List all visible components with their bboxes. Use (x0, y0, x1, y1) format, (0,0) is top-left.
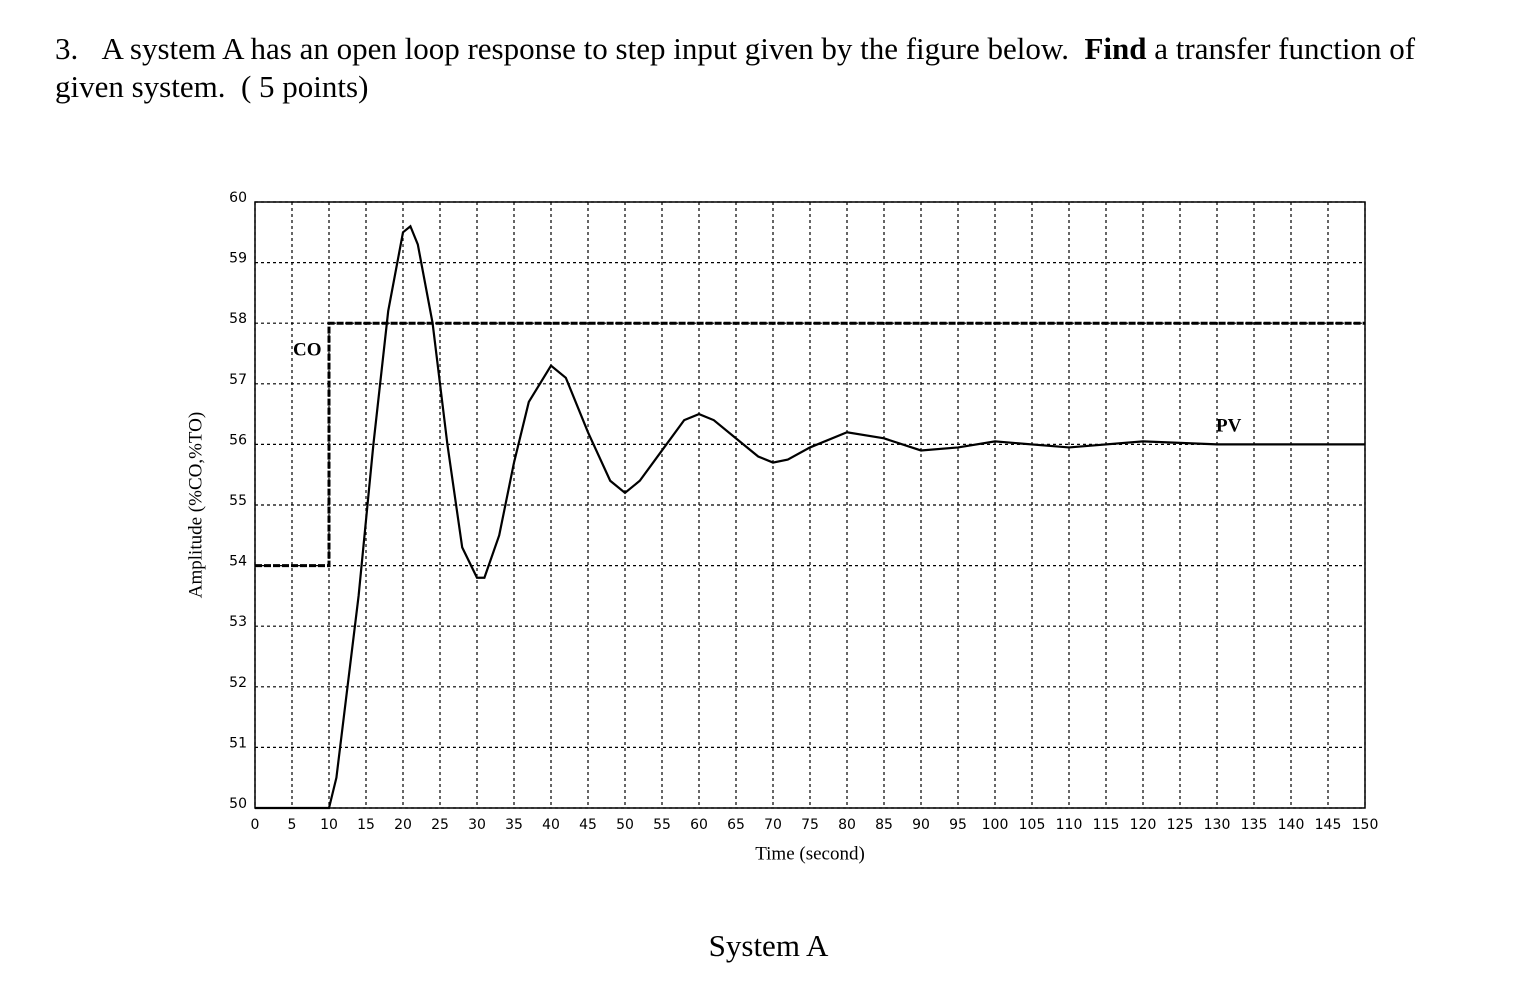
y-tick-label: 55 (229, 493, 247, 509)
series-label: CO (293, 339, 322, 360)
x-tick-label: 140 (1278, 817, 1305, 833)
data-line (255, 321, 1365, 568)
y-tick-label: 59 (229, 251, 247, 267)
question-text: A system A has an open loop response to … (101, 31, 1069, 66)
y-tick-label: 52 (229, 675, 247, 691)
question: 3. A system A has an open loop response … (55, 30, 1435, 106)
x-tick-label: 100 (982, 817, 1009, 833)
y-tick-label: 56 (229, 432, 247, 448)
x-tick-label: 10 (320, 817, 338, 833)
y-tick-label: 54 (229, 554, 247, 570)
x-tick-label: 70 (764, 817, 782, 833)
x-tick-label: 5 (288, 817, 297, 833)
x-tick-label: 0 (251, 817, 260, 833)
x-tick-label: 25 (431, 817, 449, 833)
y-tick-label: 51 (229, 735, 247, 751)
x-tick-label: 150 (1352, 817, 1379, 833)
y-tick-label: 57 (229, 372, 247, 388)
question-bold: Find (1084, 31, 1147, 66)
x-tick-label: 120 (1130, 817, 1157, 833)
y-tick-label: 60 (229, 190, 247, 206)
y-tick-label: 50 (229, 796, 247, 812)
x-tick-label: 20 (394, 817, 412, 833)
x-tick-label: 135 (1241, 817, 1268, 833)
data-line (255, 224, 1365, 810)
x-tick-label: 15 (357, 817, 375, 833)
x-tick-label: 45 (579, 817, 597, 833)
x-tick-label: 90 (912, 817, 930, 833)
x-tick-label: 65 (727, 817, 745, 833)
x-tick-label: 105 (1019, 817, 1046, 833)
y-tick-label: 58 (229, 311, 247, 327)
x-tick-label: 75 (801, 817, 819, 833)
y-tick-label: 53 (229, 614, 247, 630)
x-tick-label: 35 (505, 817, 523, 833)
x-tick-label: 125 (1167, 817, 1194, 833)
x-tick-label: 130 (1204, 817, 1231, 833)
series-label: PV (1216, 415, 1242, 436)
x-axis-label: Time (second) (755, 843, 865, 864)
caption: System A (708, 928, 829, 963)
x-tick-label: 145 (1315, 817, 1342, 833)
y-axis-label: Amplitude (%CO,%TO) (185, 412, 206, 598)
plot-frame (254, 201, 1366, 809)
x-tick-label: 55 (653, 817, 671, 833)
x-tick-label: 110 (1056, 817, 1083, 833)
x-tick-label: 85 (875, 817, 893, 833)
x-tick-label: 40 (542, 817, 560, 833)
x-tick-label: 95 (949, 817, 967, 833)
x-tick-label: 50 (616, 817, 634, 833)
question-text: a transfer function of given system. ( 5… (55, 31, 1423, 104)
x-tick-label: 60 (690, 817, 708, 833)
x-tick-label: 115 (1093, 817, 1120, 833)
x-tick-label: 80 (838, 817, 856, 833)
x-tick-label: 30 (468, 817, 486, 833)
question-number: 3. (55, 31, 79, 66)
